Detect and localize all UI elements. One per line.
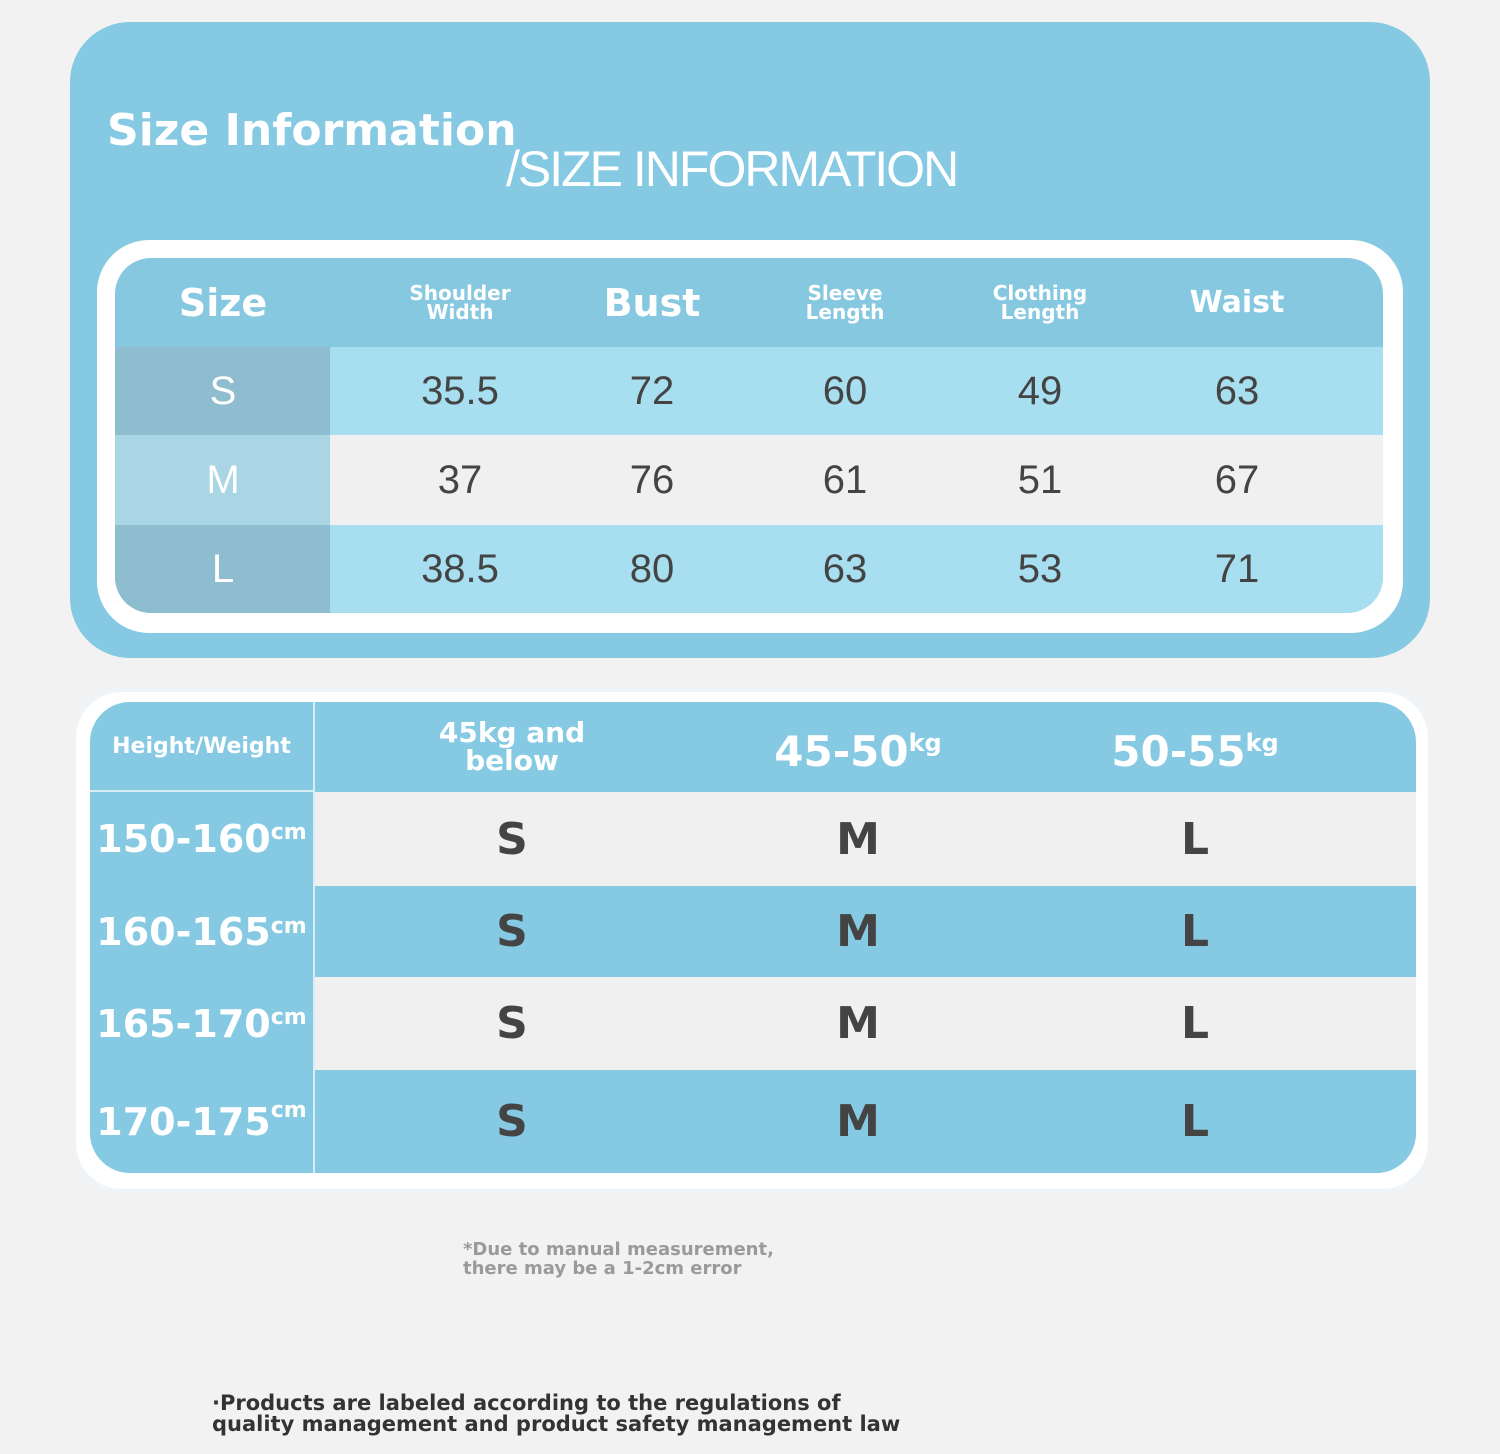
unit: cm (270, 914, 307, 939)
size-label: L (211, 546, 235, 591)
measurement: 37 (437, 457, 483, 502)
note-line: ·Products are labeled according to the r… (212, 1391, 841, 1415)
header-divider (90, 790, 315, 792)
regulation-note: ·Products are labeled according to the r… (212, 1393, 900, 1435)
weight-range: below (465, 744, 559, 777)
height-range: 165-170 (96, 1001, 271, 1046)
header-line: Length (805, 299, 885, 324)
measurement: 60 (822, 368, 868, 413)
recommended-size: M (836, 906, 880, 957)
header-line: Size (178, 280, 268, 325)
size-label: M (206, 457, 240, 502)
fit-table: Height/Weight 45kg and below 45-50kg 50-55kg… (90, 702, 1416, 1173)
header-line: Shoulder (409, 280, 511, 305)
unit: kg (1245, 728, 1279, 757)
measurement: 63 (1214, 368, 1260, 413)
size-label: S (209, 368, 237, 413)
height-label: 150-160 cm (90, 792, 313, 886)
weight-header: 45-50kg (688, 702, 1028, 792)
measurement: 61 (822, 457, 868, 502)
header-line: 45-50kg (774, 728, 942, 773)
weight-range: 50-55 (1111, 726, 1246, 776)
recommended-size: S (496, 813, 528, 865)
row-band (315, 977, 1416, 1070)
size-table: S 35.5 72 60 49 63 M 37 76 61 51 67 L 38.5 80 63 53 71 Siz… (115, 258, 1383, 613)
header-line: below (465, 747, 559, 775)
header-line: Width (426, 299, 494, 324)
header-line: Clothing (992, 280, 1088, 305)
size-cell-bg (115, 435, 330, 525)
height-range: 160-165 (96, 909, 271, 954)
header-line: Waist (1189, 284, 1285, 320)
height-label: 170-175 cm (90, 1070, 313, 1173)
column-header: Shoulder Width (350, 258, 570, 347)
column-divider (313, 702, 315, 1173)
weight-header: 45kg and below (342, 702, 682, 792)
weight-range: 45-50 (774, 726, 909, 776)
measurement: 80 (629, 546, 675, 591)
measurement: 63 (822, 546, 868, 591)
size-cell-bg (115, 525, 330, 613)
recommended-size: S (496, 998, 528, 1049)
column-header: Clothing Length (930, 258, 1150, 347)
weight-header: 50-55kg (1025, 702, 1365, 792)
measurement: 76 (629, 457, 675, 502)
subtitle: /SIZE INFORMATION (506, 141, 959, 197)
recommended-size: S (496, 906, 528, 957)
title: Size Information (107, 105, 517, 156)
recommended-size: L (1180, 1096, 1210, 1147)
header-line: 50-55kg (1111, 728, 1279, 773)
recommended-size: M (836, 813, 880, 865)
height-range: 170-175 (96, 1099, 271, 1144)
note-line: *Due to manual measurement, (463, 1239, 774, 1260)
unit: kg (908, 728, 942, 757)
recommended-size: M (836, 998, 880, 1049)
unit: cm (270, 1005, 307, 1030)
column-header: Sleeve Length (735, 258, 955, 347)
height-label: 160-165 cm (90, 886, 313, 977)
recommended-size: S (496, 1096, 528, 1147)
row-band (315, 1070, 1416, 1173)
column-header: Bust (542, 258, 762, 347)
note-line: quality management and product safety ma… (212, 1412, 901, 1436)
unit: cm (270, 1098, 307, 1123)
measurement: 38.5 (421, 546, 499, 591)
measurement-note: *Due to manual measurement, there may be … (463, 1240, 774, 1278)
row-band (315, 886, 1416, 977)
measurement: 51 (1017, 457, 1063, 502)
column-header: Waist (1127, 258, 1347, 347)
measurement: 72 (629, 368, 675, 413)
header-line: Length (1000, 299, 1080, 324)
recommended-size: L (1180, 906, 1210, 957)
corner-label: Height/Weight (112, 733, 291, 759)
note-line: there may be a 1-2cm error (463, 1258, 742, 1279)
header-line: Sleeve (807, 280, 883, 305)
measurement: 53 (1017, 546, 1063, 591)
recommended-size: L (1180, 998, 1210, 1049)
height-range: 150-160 (96, 817, 271, 861)
size-cell-bg (115, 347, 330, 435)
measurement: 71 (1214, 546, 1260, 591)
column-header: Size (115, 258, 333, 347)
recommended-size: M (836, 1096, 880, 1147)
recommended-size: L (1180, 813, 1210, 865)
measurement: 49 (1017, 368, 1063, 413)
unit: cm (270, 820, 307, 845)
height-label: 165-170 cm (90, 977, 313, 1070)
header-line: Bust (603, 280, 701, 325)
header-line: 45kg and (439, 719, 585, 747)
row-band (315, 792, 1416, 886)
measurement: 67 (1214, 457, 1260, 502)
measurement: 35.5 (421, 368, 499, 413)
weight-range: 45kg and (438, 716, 586, 749)
